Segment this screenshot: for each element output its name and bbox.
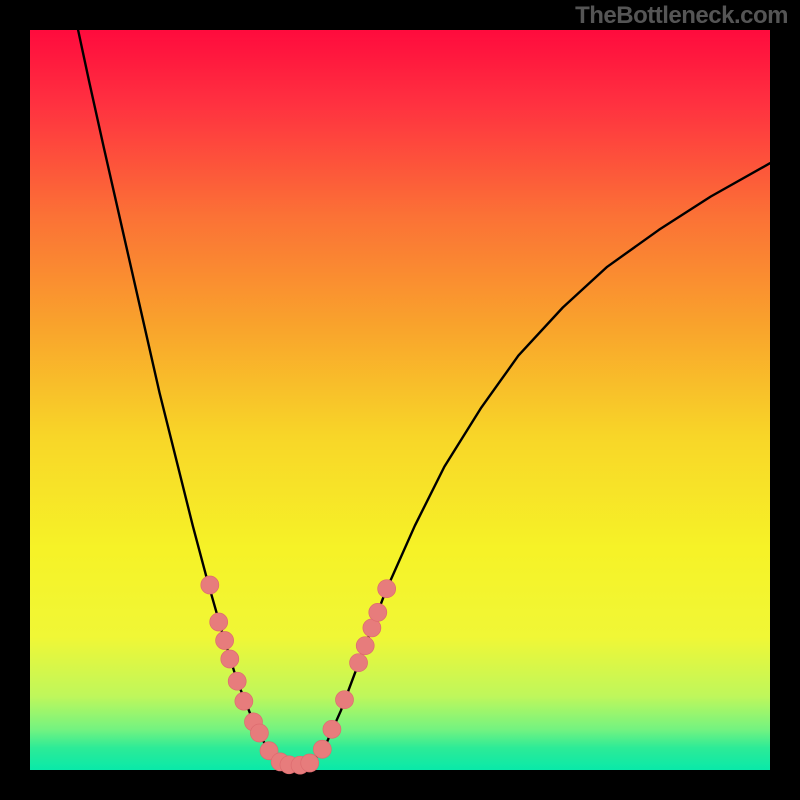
watermark-text: TheBottleneck.com: [575, 2, 788, 30]
data-marker: [221, 650, 239, 668]
data-marker: [201, 576, 219, 594]
data-marker: [313, 740, 331, 758]
data-marker: [301, 754, 319, 772]
data-marker: [356, 637, 374, 655]
chart-container: TheBottleneck.com: [0, 0, 800, 800]
data-marker: [369, 603, 387, 621]
data-marker: [216, 632, 234, 650]
data-marker: [350, 654, 368, 672]
data-marker: [210, 613, 228, 631]
data-marker: [228, 672, 246, 690]
data-marker: [250, 724, 268, 742]
data-marker: [378, 580, 396, 598]
data-marker: [323, 720, 341, 738]
data-marker: [235, 692, 253, 710]
bottleneck-chart: [0, 0, 800, 800]
data-marker: [336, 691, 354, 709]
